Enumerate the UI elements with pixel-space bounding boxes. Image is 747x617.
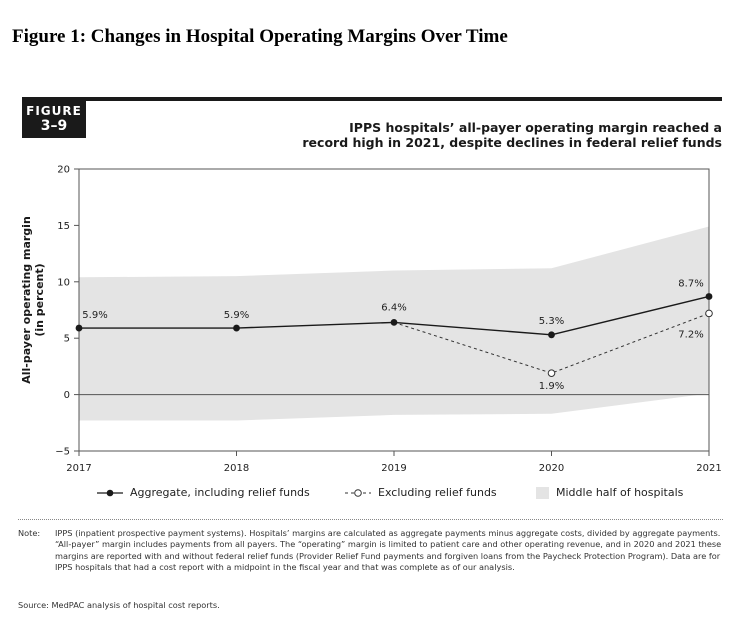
legend-item-aggregate: Aggregate, including relief funds xyxy=(96,486,310,499)
headline-line-2: record high in 2021, despite declines in… xyxy=(302,135,722,150)
notes-divider xyxy=(18,519,723,520)
data-point-aggregate xyxy=(390,319,398,326)
legend-label-band: Middle half of hospitals xyxy=(556,486,684,499)
badge-line-2: 3–9 xyxy=(40,118,68,134)
data-label-aggregate: 6.4% xyxy=(381,302,406,313)
chart-headline: IPPS hospitals’ all-payer operating marg… xyxy=(242,120,722,150)
figure-badge: FIGURE 3–9 xyxy=(22,101,86,138)
headline-line-1: IPPS hospitals’ all-payer operating marg… xyxy=(349,120,722,135)
data-point-aggregate xyxy=(75,324,83,332)
x-tick-label: 2017 xyxy=(66,463,91,474)
legend-item-band: Middle half of hospitals xyxy=(536,486,683,499)
x-tick-label: 2018 xyxy=(224,463,249,474)
figure-caption: Figure 1: Changes in Hospital Operating … xyxy=(12,26,508,47)
y-tick-label: 5 xyxy=(64,334,70,345)
data-label-aggregate: 5.3% xyxy=(539,316,564,327)
data-label-excluding: 1.9% xyxy=(539,381,564,392)
source-line: Source: MedPAC analysis of hospital cost… xyxy=(18,600,220,610)
x-tick-label: 2019 xyxy=(381,463,406,474)
legend-swatch-aggregate xyxy=(97,489,123,496)
series-line-excluding xyxy=(393,312,710,374)
badge-line-1: FIGURE xyxy=(26,104,82,118)
legend-label-excluding: Excluding relief funds xyxy=(378,486,497,499)
legend-swatch-band xyxy=(536,486,549,499)
note-text: IPPS (inpatient prospective payment syst… xyxy=(55,528,722,573)
data-point-aggregate xyxy=(233,324,240,332)
y-tick-label: −5 xyxy=(55,447,70,458)
y-tick-label: 15 xyxy=(57,221,70,232)
note-label: Note: xyxy=(18,528,41,538)
x-tick-label: 2021 xyxy=(696,463,721,474)
header-rule xyxy=(22,97,722,101)
data-point-excluding xyxy=(547,369,556,377)
y-tick-label: 0 xyxy=(64,390,70,401)
data-point-excluding xyxy=(705,309,713,318)
legend-item-excluding: Excluding relief funds xyxy=(344,486,497,499)
legend: Aggregate, including relief funds Exclud… xyxy=(96,486,716,504)
y-axis-label-line: (in percent) xyxy=(33,263,46,336)
data-point-aggregate xyxy=(705,293,713,300)
data-point-aggregate xyxy=(548,331,555,339)
legend-swatch-excluding xyxy=(345,488,371,497)
data-label-aggregate: 8.7% xyxy=(678,278,703,289)
y-tick-label: 20 xyxy=(57,165,70,176)
y-axis-label: All-payer operating margin(in percent) xyxy=(20,216,46,384)
y-tick-label: 10 xyxy=(57,277,70,288)
data-label-aggregate: 5.9% xyxy=(82,310,107,321)
data-label-excluding: 7.2% xyxy=(678,329,703,340)
note: Note: IPPS (inpatient prospective paymen… xyxy=(18,528,723,574)
data-label-aggregate: 5.9% xyxy=(224,310,249,321)
x-tick-label: 2020 xyxy=(539,463,564,474)
legend-label-aggregate: Aggregate, including relief funds xyxy=(130,486,310,499)
y-axis-label-line: All-payer operating margin xyxy=(20,216,33,384)
